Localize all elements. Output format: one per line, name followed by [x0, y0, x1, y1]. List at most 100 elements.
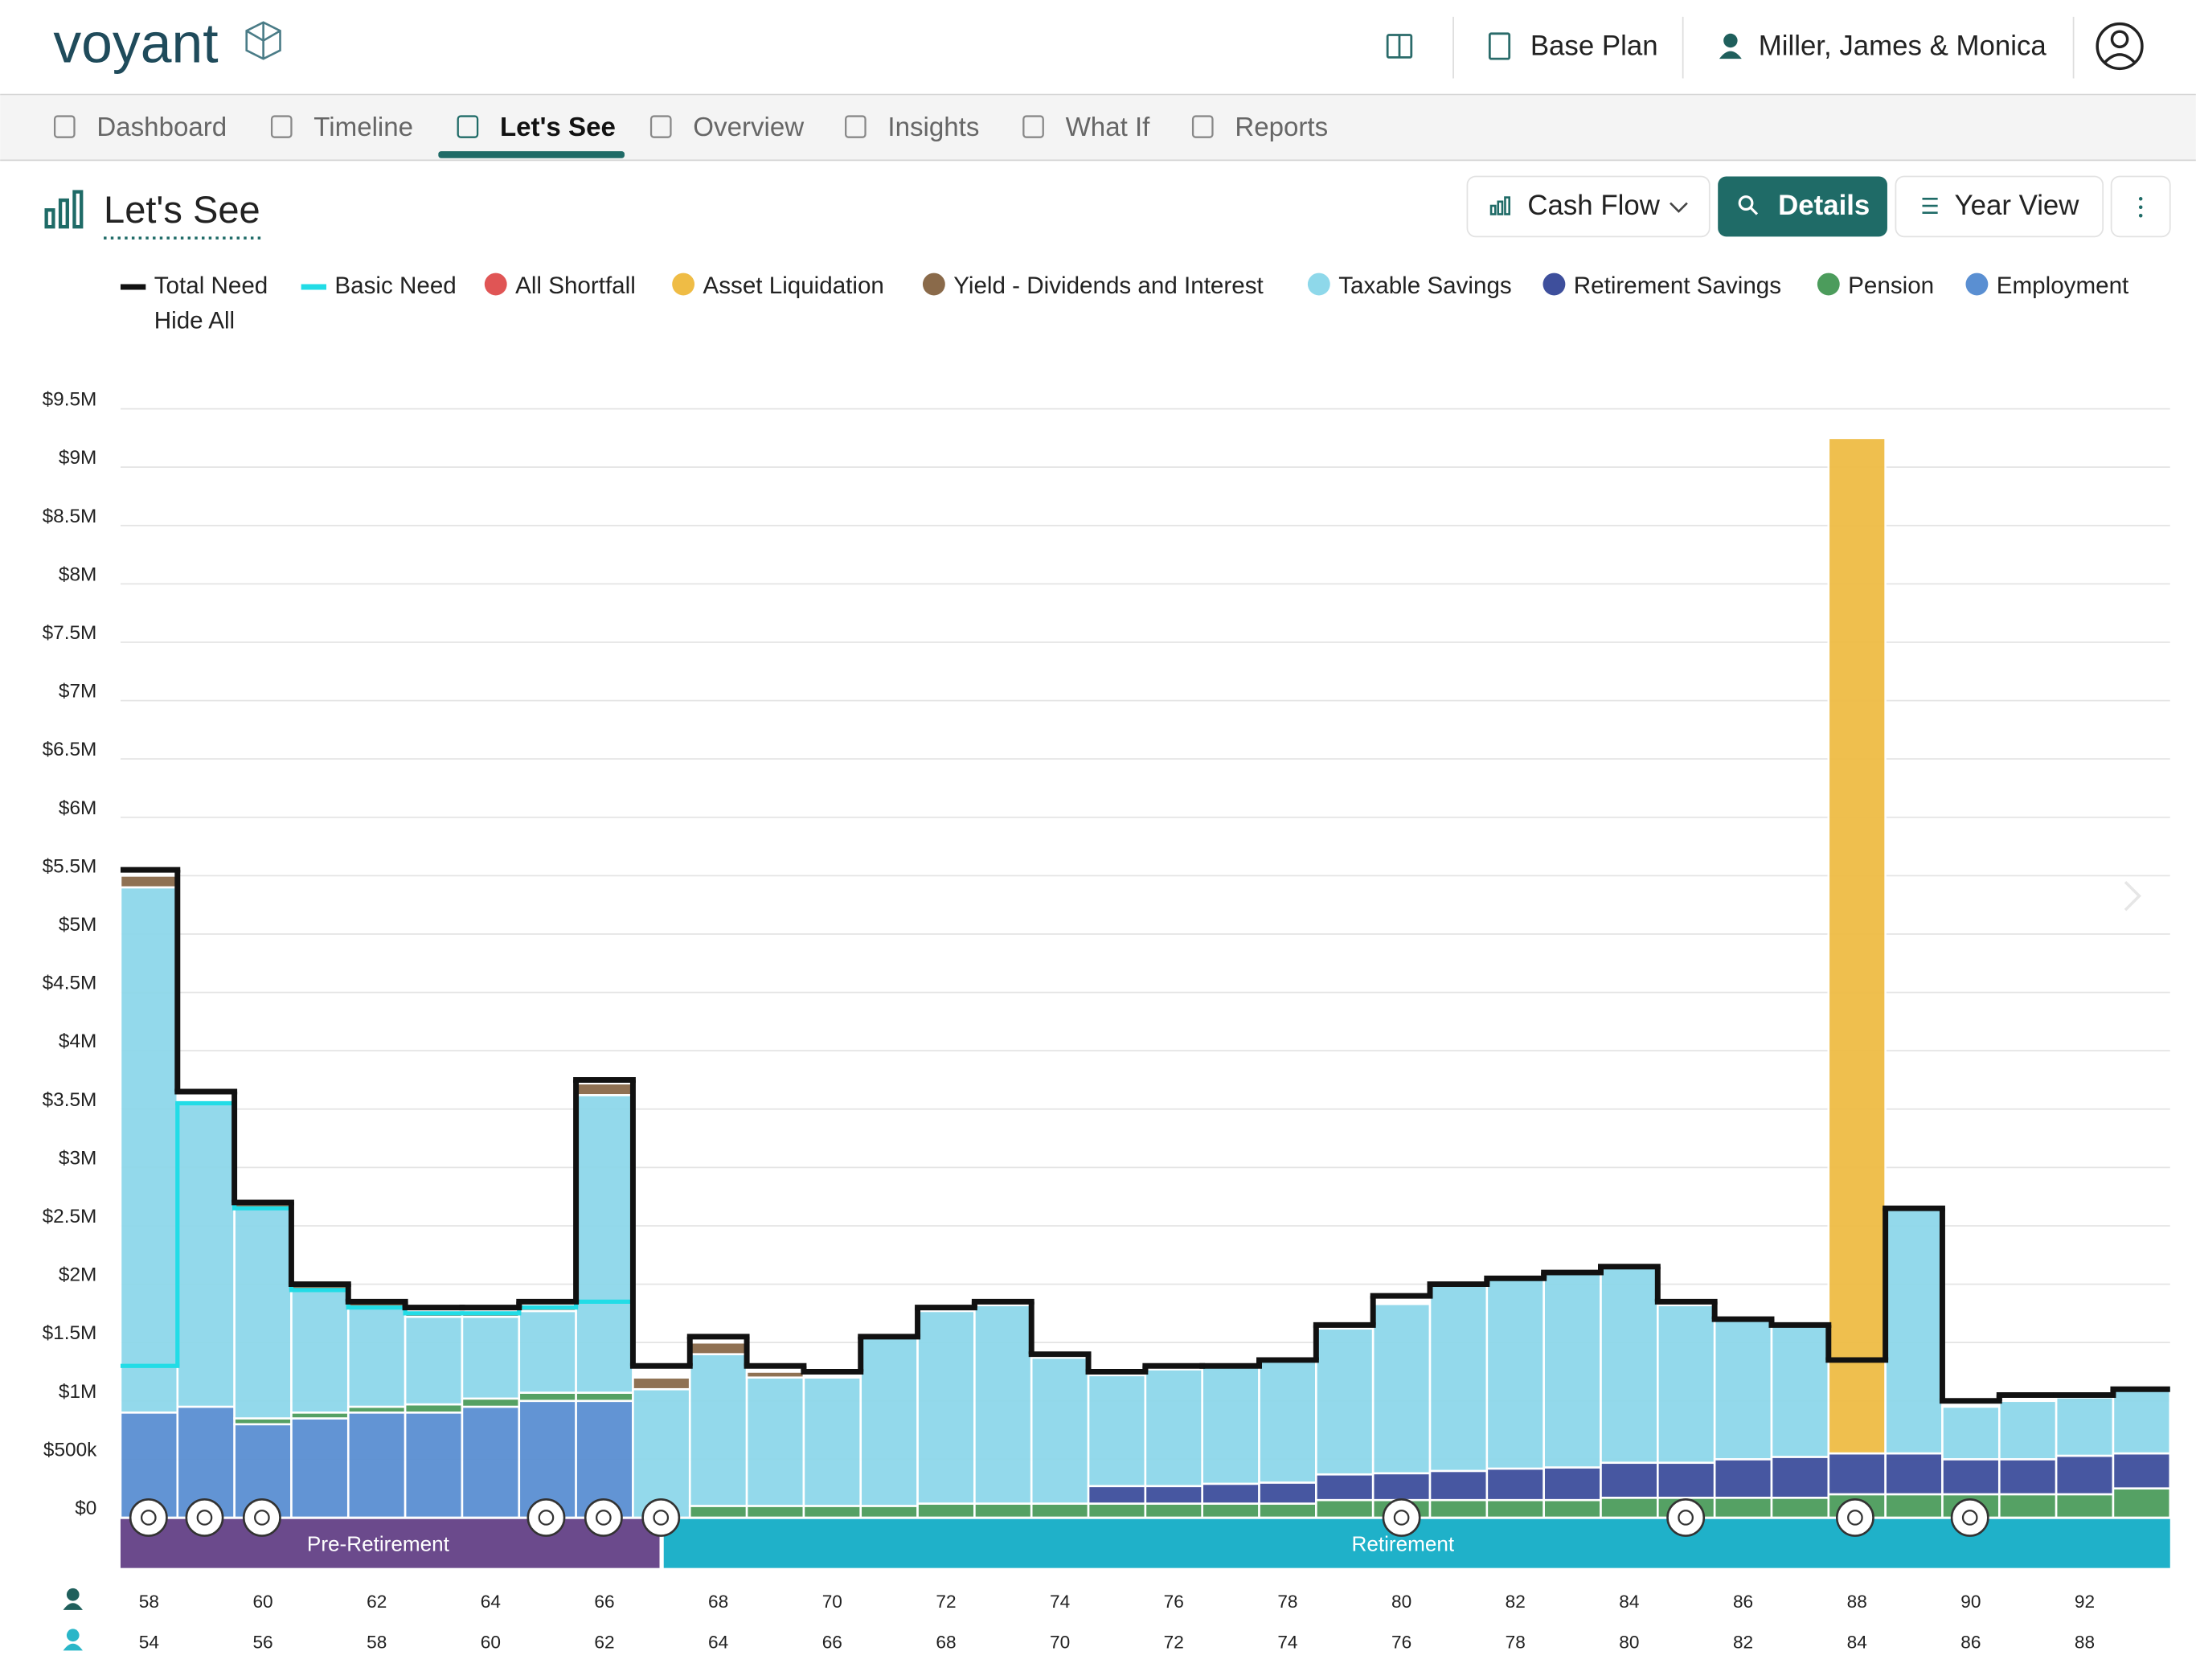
details-label[interactable]: Details — [1778, 190, 1870, 221]
details-button[interactable] — [1718, 176, 1887, 237]
bar-segment — [1258, 1502, 1317, 1519]
x-tick-label: 76 — [1164, 1592, 1184, 1612]
nav-tab[interactable]: Timeline — [313, 113, 413, 142]
bar-segment — [1485, 1498, 1545, 1519]
nav-tab[interactable]: Overview — [693, 113, 804, 142]
guide-icon[interactable] — [1386, 34, 1413, 59]
bar-segment — [404, 1315, 464, 1406]
cash-flow-menu[interactable] — [1466, 175, 1711, 238]
x-tick-label-secondary: 78 — [1506, 1633, 1526, 1653]
y-tick-label: $9M — [59, 447, 96, 469]
bar-segment — [1371, 1472, 1432, 1502]
bar-segment — [632, 1387, 691, 1519]
bar-segment — [2112, 1452, 2172, 1489]
event-glyph — [653, 1510, 670, 1526]
bar-segment — [1600, 1461, 1659, 1499]
event-marker[interactable] — [129, 1498, 168, 1537]
event-glyph — [254, 1510, 270, 1526]
event-marker[interactable] — [641, 1498, 681, 1537]
event-glyph — [596, 1510, 612, 1526]
legend-label[interactable]: All Shortfall — [515, 272, 636, 299]
bar-segment — [404, 1411, 464, 1519]
legend-label[interactable]: Taxable Savings — [1338, 272, 1512, 299]
x-tick-label-secondary: 56 — [252, 1633, 272, 1653]
event-glyph — [140, 1510, 157, 1526]
legend-label[interactable]: Basic Need — [334, 272, 456, 299]
bar-segment — [461, 1315, 521, 1400]
bar-segment — [802, 1376, 862, 1507]
event-marker[interactable] — [185, 1498, 224, 1537]
x-tick-label-secondary: 80 — [1619, 1633, 1639, 1653]
bar-segment — [1657, 1304, 1716, 1465]
bar-segment — [461, 1405, 521, 1519]
nav-icon — [53, 115, 76, 138]
legend-label[interactable]: Pension — [1848, 272, 1934, 299]
legend-label[interactable]: Asset Liquidation — [703, 272, 884, 299]
chart-icon — [1489, 196, 1511, 215]
bar-segment — [1884, 1207, 1944, 1455]
bar-segment — [1087, 1502, 1147, 1519]
event-marker[interactable] — [1835, 1498, 1874, 1537]
event-marker[interactable] — [1666, 1498, 1706, 1537]
x-tick-label: 62 — [367, 1592, 387, 1612]
account-icon[interactable] — [2096, 22, 2144, 71]
logo[interactable]: voyant — [53, 12, 218, 75]
cash-flow-label[interactable]: Cash Flow — [1527, 190, 1660, 221]
year-view-label[interactable]: Year View — [1955, 190, 2080, 221]
bar-segment — [688, 1353, 748, 1507]
bar-segment — [1371, 1302, 1432, 1475]
bar-segment — [119, 886, 179, 1414]
bar-segment — [1428, 1498, 1489, 1519]
x-tick-label-secondary: 58 — [367, 1633, 387, 1653]
bar-segment — [1428, 1469, 1489, 1502]
y-tick-label: $4M — [59, 1031, 96, 1052]
bar-segment — [2112, 1387, 2172, 1455]
client-name[interactable]: Miller, James & Monica — [1759, 30, 2047, 61]
more-icon — [2138, 197, 2143, 218]
next-arrow[interactable] — [2124, 881, 2141, 912]
x-tick-label-secondary: 84 — [1847, 1633, 1867, 1653]
bar-segment — [1941, 1458, 2001, 1496]
x-tick-label: 78 — [1277, 1592, 1297, 1612]
plan-name[interactable]: Base Plan — [1530, 30, 1658, 61]
event-marker[interactable] — [526, 1498, 566, 1537]
nav-tab[interactable]: Let's See — [500, 113, 616, 142]
year-view-button[interactable] — [1895, 175, 2104, 238]
nav-tab[interactable]: Reports — [1235, 113, 1328, 142]
x-tick-label-secondary: 54 — [139, 1633, 159, 1653]
event-marker[interactable] — [242, 1498, 281, 1537]
nav-tab[interactable]: What If — [1066, 113, 1151, 142]
bar-segment — [1485, 1275, 1545, 1470]
event-marker[interactable] — [1950, 1498, 1989, 1537]
hide-all[interactable]: Hide All — [154, 307, 235, 334]
bar-segment — [290, 1289, 350, 1414]
nav-icon — [845, 115, 867, 138]
bar-segment — [1941, 1405, 2001, 1461]
legend-label[interactable]: Yield - Dividends and Interest — [953, 272, 1263, 299]
bar-segment — [1428, 1283, 1489, 1473]
event-marker[interactable] — [1382, 1498, 1421, 1537]
y-tick-label: $6.5M — [43, 739, 97, 760]
bar-segment — [1030, 1356, 1090, 1505]
legend-label[interactable]: Retirement Savings — [1574, 272, 1781, 299]
legend-label[interactable]: Employment — [1997, 272, 2128, 299]
event-marker[interactable] — [584, 1498, 623, 1537]
y-tick-label: $7.5M — [43, 622, 97, 644]
bar-segment — [2055, 1493, 2115, 1519]
legend-label[interactable]: Total Need — [154, 272, 268, 299]
nav-tab[interactable]: Insights — [887, 113, 979, 142]
bar-segment — [1144, 1502, 1204, 1519]
search-icon — [1738, 195, 1759, 215]
bar-segment — [461, 1397, 521, 1408]
y-tick-label: $2M — [59, 1264, 96, 1286]
client-icon — [1719, 33, 1742, 59]
bar-segment — [290, 1417, 350, 1519]
nav-tab[interactable]: Dashboard — [96, 113, 227, 142]
bar-segment — [973, 1304, 1033, 1505]
event-glyph — [1847, 1510, 1863, 1526]
nav-icon — [1022, 115, 1044, 138]
x-tick-label: 82 — [1506, 1592, 1526, 1612]
plan-icon — [1488, 32, 1511, 60]
bar-segment — [916, 1502, 976, 1519]
bar-segment — [1997, 1458, 2058, 1496]
